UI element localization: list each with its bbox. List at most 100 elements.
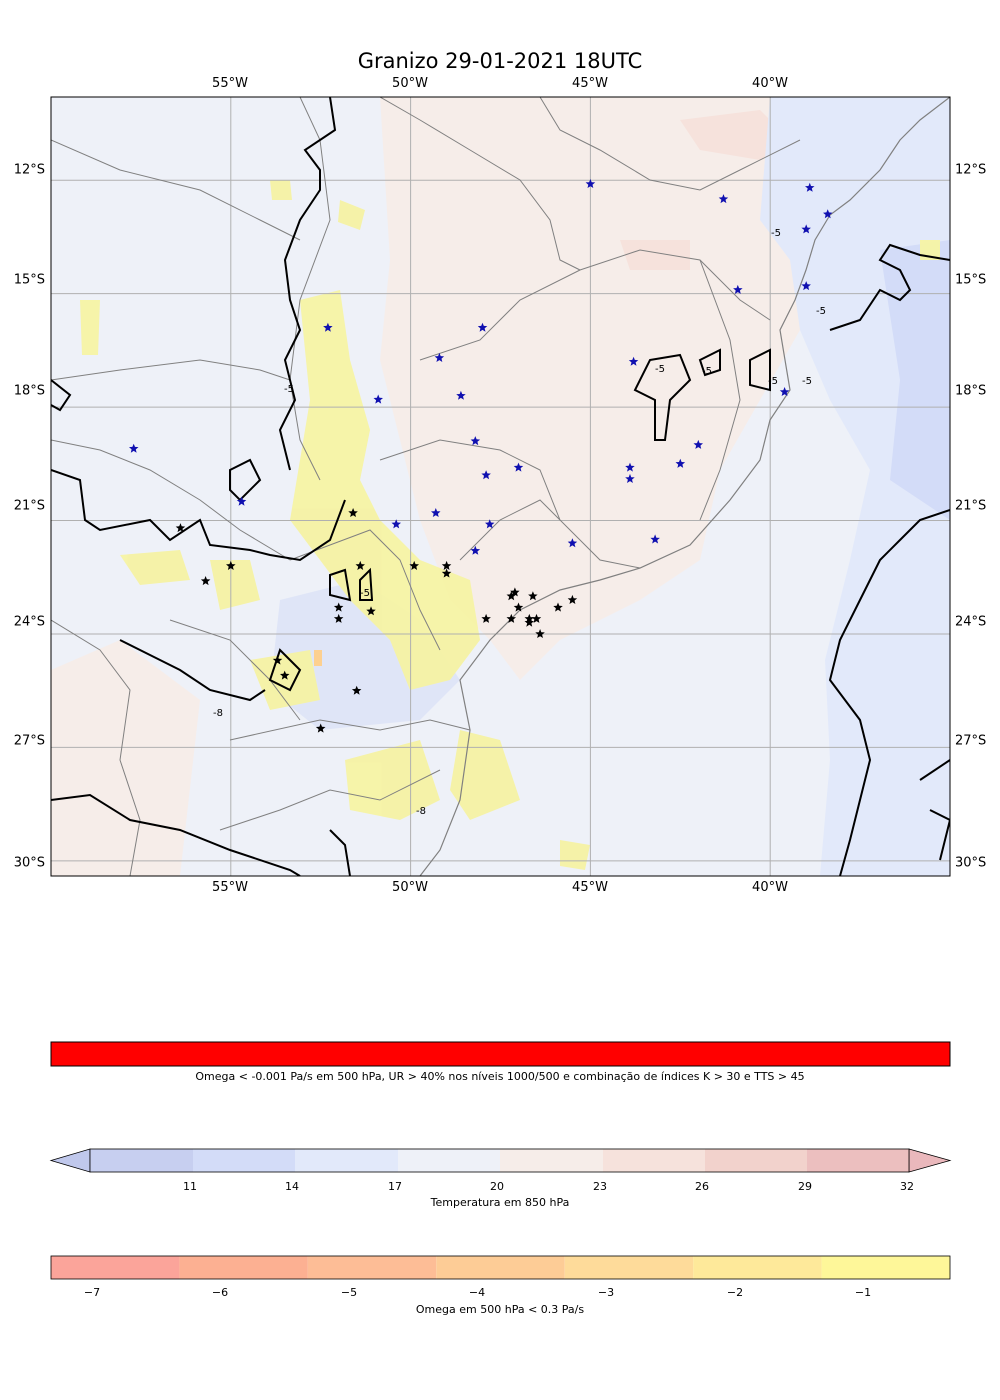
blue-star-marker	[481, 470, 491, 480]
black-star-marker	[333, 602, 344, 612]
right-lat-tick: 21°S	[955, 498, 987, 514]
colorbar2-segment	[500, 1149, 603, 1172]
blue-star-marker	[470, 436, 481, 446]
coastline	[419, 97, 950, 876]
colorbar3-label: Omega em 500 hPa < 0.3 Pa/s	[415, 1303, 585, 1316]
left-lat-tick: 21°S	[13, 498, 45, 514]
colorbar3-segment	[564, 1256, 694, 1279]
left-lat-tick: 24°S	[13, 614, 45, 630]
contour-label: -5	[702, 366, 712, 377]
boundaries	[51, 97, 950, 876]
contour-label: -5	[360, 588, 370, 599]
colorbar1-label: Omega < -0.001 Pa/s em 500 hPa, UR > 40%…	[195, 1070, 805, 1083]
top-lon-tick: 40°W	[752, 76, 788, 91]
blue-star-marker	[391, 519, 401, 529]
blue-star-marker	[625, 462, 635, 472]
bottom-lon-tick: 40°W	[752, 880, 788, 895]
blue-star-marker	[477, 322, 488, 332]
colorbar3-tick: −5	[340, 1286, 358, 1299]
colorbar3-segment	[436, 1256, 565, 1279]
colorbar3-tick: −4	[468, 1286, 486, 1299]
colorbar2-tick: 32	[900, 1180, 914, 1193]
blue-star-marker	[801, 281, 811, 291]
black-star-marker	[348, 508, 358, 517]
blue-star-marker	[470, 545, 481, 555]
colorbar3-frame	[50, 1255, 951, 1280]
black-star-marker	[366, 606, 376, 616]
black-star-marker	[510, 587, 520, 597]
contour-label: -5	[768, 376, 778, 387]
colorbar2-segment	[807, 1149, 909, 1172]
blue-star-marker	[513, 462, 524, 472]
colorbar3-tick: −2	[726, 1286, 744, 1299]
black-star-marker	[272, 655, 283, 665]
colorbar3-tick: −3	[597, 1286, 615, 1299]
left-lat-tick: 30°S	[13, 855, 45, 871]
top-lon-tick: 50°W	[392, 76, 428, 91]
contour-label: -8	[416, 806, 426, 817]
colorbar2-segment	[398, 1149, 500, 1172]
colorbar2-under-extension	[49, 1148, 91, 1173]
left-lat-tick: 18°S	[13, 383, 45, 399]
blue-star-marker	[628, 356, 639, 366]
bottom-lon-tick: 45°W	[572, 880, 608, 895]
colorbar2-tick: 29	[798, 1180, 812, 1193]
colorbar3-bar	[50, 1255, 951, 1280]
contours	[51, 97, 950, 876]
blue-star-marker	[733, 284, 743, 294]
blue-star-marker	[323, 322, 333, 332]
left-lat-tick: 15°S	[13, 272, 45, 288]
colorbar1-bar	[50, 1041, 951, 1067]
black-star-marker	[175, 523, 186, 533]
contour-label: -5	[816, 306, 826, 317]
map-frame	[50, 96, 951, 877]
colorbar3-tick: −6	[211, 1286, 229, 1299]
black-star-marker	[531, 613, 542, 623]
black-star-marker	[409, 560, 419, 570]
black-star-marker	[351, 685, 362, 695]
blue-star-marker	[625, 473, 635, 483]
top-lon-tick: 45°W	[572, 76, 608, 91]
right-lat-tick: 12°S	[955, 162, 987, 178]
colorbar2-tick: 17	[388, 1180, 402, 1193]
colorbar3-segment	[693, 1256, 822, 1279]
graticule	[51, 97, 950, 876]
colorbar2-tick: 14	[285, 1180, 299, 1193]
colorbar3-tick: −1	[854, 1286, 872, 1299]
colorbar2-tick: 26	[695, 1180, 709, 1193]
blue-star-marker	[129, 443, 139, 453]
contour-label: -5	[802, 376, 812, 387]
black-star-marker	[355, 560, 365, 570]
bottom-lon-tick: 50°W	[392, 880, 428, 895]
figure-title: Granizo 29-01-2021 18UTC	[357, 49, 643, 73]
black-star-marker	[506, 591, 516, 601]
blue-star-marker	[431, 508, 441, 517]
colorbar3-tick: −7	[83, 1286, 101, 1299]
right-lat-tick: 18°S	[955, 383, 987, 399]
contour-label: -5	[284, 384, 294, 395]
black-star-marker	[226, 560, 236, 570]
colorbar2-segment	[705, 1149, 807, 1172]
black-star-markers	[175, 508, 578, 733]
colorbar2-tick: 23	[593, 1180, 607, 1193]
blue-star-marker	[823, 209, 833, 219]
left-lat-tick: 12°S	[13, 162, 45, 178]
black-star-marker	[333, 613, 344, 623]
right-lat-tick: 24°S	[955, 614, 987, 630]
colorbar2-tick: 20	[490, 1180, 504, 1193]
colorbar2-segment	[90, 1149, 193, 1172]
omega-field	[80, 180, 940, 870]
blue-star-marker	[373, 394, 383, 404]
colorbar2-tick: 11	[183, 1180, 197, 1193]
top-lon-tick: 55°W	[212, 76, 248, 91]
blue-star-marker	[485, 519, 495, 529]
colorbar3-segment	[179, 1256, 308, 1279]
blue-star-marker	[718, 194, 729, 204]
black-star-marker	[524, 617, 534, 627]
blue-star-marker	[801, 224, 811, 234]
colorbar3-segment	[821, 1256, 950, 1279]
colorbar2-frame	[89, 1148, 910, 1173]
black-star-marker	[567, 594, 578, 604]
black-star-marker	[535, 629, 545, 638]
blue-star-marker	[236, 496, 247, 506]
